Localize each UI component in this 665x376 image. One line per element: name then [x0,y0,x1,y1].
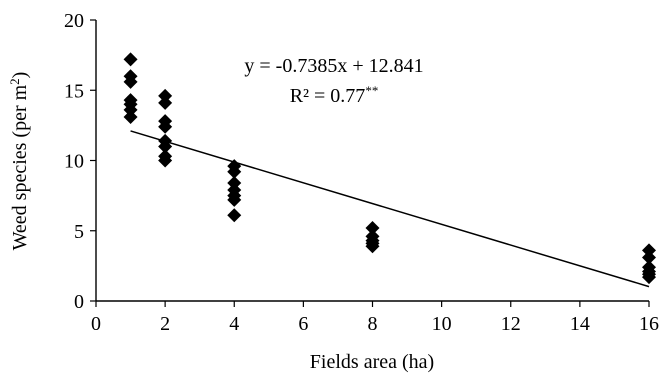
data-point [158,119,173,134]
y-tick-label: 15 [64,80,84,102]
regression-annotation: y = -0.7385x + 12.841 R² = 0.77** [244,55,423,107]
y-axis-title-main: Weed species (per m [9,84,31,250]
x-tick-label: 0 [91,313,101,335]
axis-titles: Fields area (ha) Weed species (per m2) [7,72,434,373]
x-tick-label: 12 [501,313,521,335]
data-point [365,239,380,254]
ticks: 0 2 4 6 8 10 12 14 16 0 5 10 15 20 [64,10,659,335]
data-point [227,192,242,207]
data-point [365,220,380,235]
trendline-group [130,130,650,288]
r-squared-significance: ** [365,83,378,98]
x-tick-label: 2 [160,313,170,335]
r-squared-value: R² = 0.77 [290,85,366,107]
y-axis-title: Weed species (per m2) [7,72,31,251]
regression-equation: y = -0.7385x + 12.841 [244,55,423,77]
data-point [158,153,173,168]
data-point [123,109,138,124]
data-point [227,208,242,223]
data-point [158,139,173,154]
data-point [642,270,656,285]
y-tick-label: 20 [64,10,84,32]
y-tick-label: 0 [74,291,84,313]
data-point [227,175,242,190]
x-tick-label: 10 [432,313,452,335]
data-point [123,102,138,117]
r-squared-label: R² = 0.77** [290,83,379,107]
data-point [123,52,138,67]
data-points [123,52,656,285]
data-point [227,164,242,179]
y-axis-title-superscript: 2 [7,78,22,85]
x-tick-label: 6 [298,313,308,335]
data-point [158,88,173,103]
data-point [642,243,656,258]
trend-line [130,130,650,288]
y-axis-title-suffix: ) [9,72,31,79]
y-tick-label: 5 [74,221,84,243]
x-tick-label: 8 [368,313,378,335]
x-tick-label: 14 [570,313,590,335]
x-axis-title: Fields area (ha) [310,351,434,373]
data-point [642,250,656,265]
x-tick-label: 4 [229,313,239,335]
data-point [123,74,138,89]
x-tick-label: 16 [639,313,659,335]
y-tick-label: 10 [64,151,84,173]
data-point [158,95,173,110]
